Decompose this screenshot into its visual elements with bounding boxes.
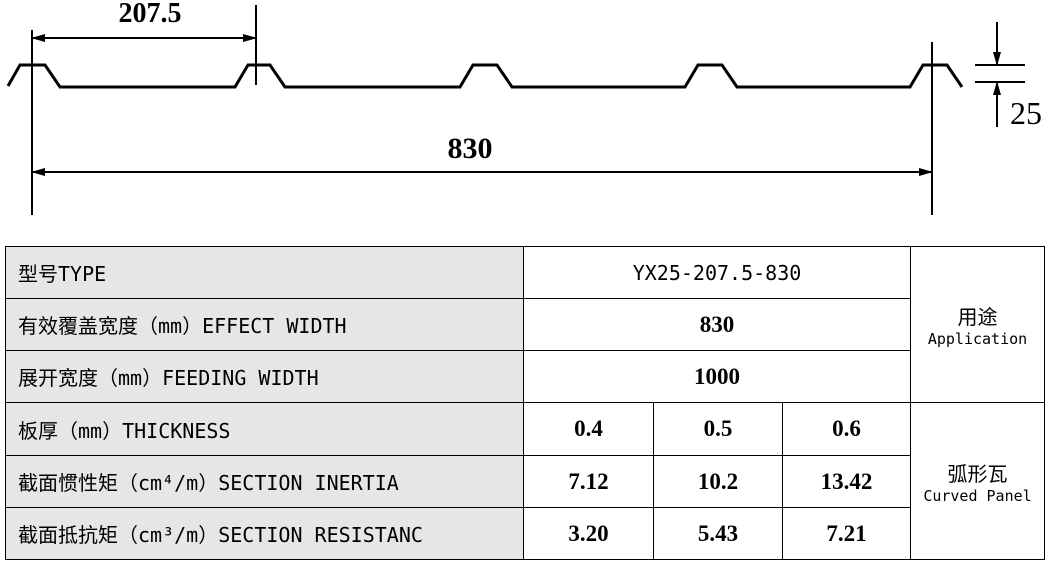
side-title: 弧形瓦 [947, 461, 1008, 486]
row-value: 830 [523, 298, 911, 351]
row-value: 7.21 [782, 507, 911, 560]
width-label: 830 [448, 132, 493, 165]
row-value: 0.5 [653, 402, 783, 456]
row-value: 10.2 [653, 455, 783, 508]
row-label: 板厚（mm）THICKNESS [5, 402, 524, 456]
row-label: 展开宽度（mm）FEEDING WIDTH [5, 350, 524, 403]
row-value: 0.6 [782, 402, 911, 456]
side-cell: 弧形瓦 Curved Panel [910, 402, 1045, 560]
panel-profile [6, 63, 964, 89]
row-value: 3.20 [523, 507, 654, 560]
row-label: 截面惯性矩（cm⁴/m）SECTION INERTIA [5, 455, 524, 508]
row-value: 0.4 [523, 402, 654, 456]
row-label: 截面抵抗矩（cm³/m）SECTION RESISTANC [5, 507, 524, 560]
side-cell: 用途 Application [910, 246, 1045, 403]
row-value: 13.42 [782, 455, 911, 508]
row-label: 有效覆盖宽度（mm）EFFECT WIDTH [5, 298, 524, 351]
pitch-label: 207.5 [119, 0, 182, 29]
row-value: 7.12 [523, 455, 654, 508]
height-label: 25 [1010, 95, 1042, 131]
side-subtitle: Application [927, 330, 1028, 348]
row-label: 型号TYPE [5, 246, 524, 299]
side-subtitle: Curved Panel [923, 486, 1032, 505]
row-value: YX25-207.5-830 [523, 246, 911, 299]
dimension-lines [31, 5, 1025, 215]
profile-drawing: 207.5 830 25 [6, 0, 1042, 215]
row-value: 1000 [523, 350, 911, 403]
side-title: 用途 [957, 305, 998, 329]
row-value: 5.43 [653, 507, 783, 560]
